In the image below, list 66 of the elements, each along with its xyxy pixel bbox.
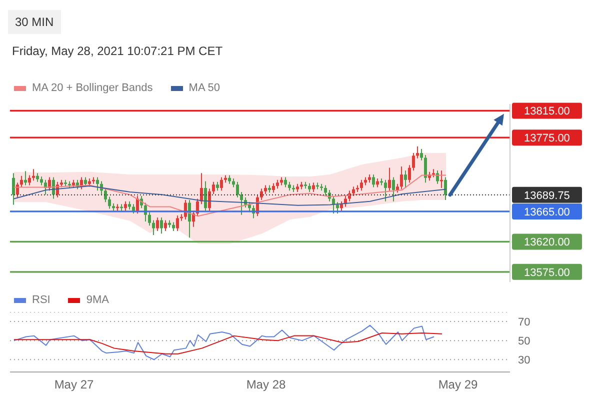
candlestick: [324, 184, 327, 196]
candlestick: [404, 170, 407, 188]
candlestick: [12, 172, 15, 206]
candlestick: [160, 217, 163, 234]
candlestick: [96, 176, 99, 192]
candlestick: [340, 200, 343, 212]
candlestick: [236, 181, 239, 198]
x-tick-label: May 28: [246, 378, 286, 392]
candlestick: [400, 166, 403, 190]
legend-label: MA 20 + Bollinger Bands: [32, 82, 153, 94]
y-tick-label: 13775.00: [524, 132, 570, 145]
candlestick: [176, 215, 179, 232]
candlestick: [260, 188, 263, 201]
candlestick: [108, 196, 111, 210]
candlestick: [336, 202, 339, 214]
y-tick-label: 13575.00: [524, 266, 570, 279]
candlestick: [20, 175, 23, 188]
candlestick: [424, 154, 427, 184]
y-tick-label: 13815.00: [524, 106, 570, 118]
candlestick: [352, 186, 355, 197]
candlestick: [372, 174, 375, 188]
candlestick: [124, 200, 127, 212]
candlestick: [152, 220, 155, 236]
candlestick: [212, 181, 215, 195]
candlestick: [28, 174, 31, 186]
legend-label: 9MA: [86, 294, 109, 306]
legend-label: RSI: [32, 294, 50, 306]
candlestick: [208, 188, 211, 212]
text: Friday, May 28, 2021 10:07:21 PM CET: [11, 44, 224, 58]
candlestick: [200, 172, 203, 205]
candlestick: [272, 182, 275, 194]
y-tick-label: 13620.00: [524, 236, 570, 249]
candlestick: [332, 196, 335, 214]
candlestick: [240, 191, 243, 216]
y-tick-label: 70: [518, 316, 530, 328]
candlestick: [412, 152, 415, 171]
candlestick: [104, 187, 107, 203]
candlestick: [392, 176, 395, 202]
candlestick: [284, 176, 287, 188]
candlestick: [444, 176, 447, 201]
candlestick: [164, 220, 167, 232]
candlestick: [32, 168, 35, 182]
candlestick: [136, 196, 139, 214]
candlestick: [312, 182, 315, 192]
y-tick-label: 30: [518, 354, 530, 367]
x-tick-label: May 27: [54, 378, 94, 392]
candlestick: [204, 180, 207, 212]
candlestick: [416, 146, 419, 159]
x-tick-label: May 29: [438, 378, 478, 392]
candlestick: [156, 217, 159, 232]
y-tick-label: 50: [518, 335, 530, 348]
legend-label: MA 50: [188, 82, 220, 94]
candlestick: [360, 179, 363, 192]
y-tick-label: 13665.00: [524, 206, 570, 218]
candlestick: [408, 164, 411, 184]
y-tick-label: 13689.75: [524, 190, 570, 202]
chart-subtitle: 30 MIN: [8, 10, 61, 34]
candlestick: [388, 167, 391, 192]
candlestick: [24, 170, 27, 186]
candlestick: [384, 179, 387, 202]
candlestick: [220, 176, 223, 192]
line-series: [14, 332, 442, 354]
candlestick: [420, 148, 423, 161]
line-series: [14, 324, 434, 360]
candlestick: [148, 212, 151, 226]
line-series: [14, 174, 446, 217]
